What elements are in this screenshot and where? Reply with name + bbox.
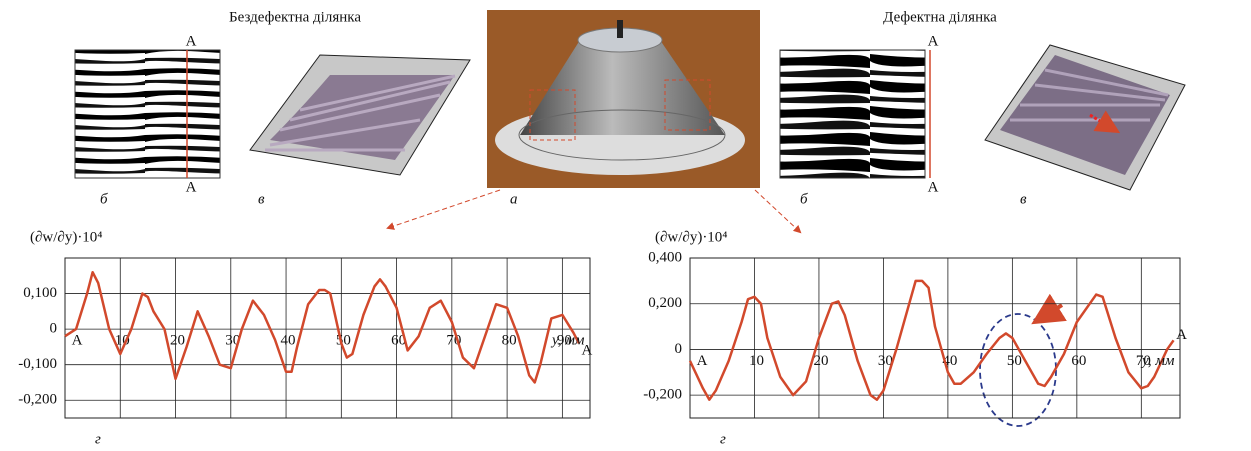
y-tick-label: 0,100 <box>23 285 57 301</box>
left-title: Бездефектна ділянка <box>229 9 361 25</box>
fringe-image <box>75 50 220 178</box>
panel-label: в <box>258 191 265 207</box>
end-label: А <box>582 343 593 359</box>
fringe-image <box>780 50 925 178</box>
defect-arrow <box>1038 305 1062 320</box>
surface-3d <box>250 55 470 175</box>
x-tick-label: 60 <box>1071 353 1086 369</box>
x-tick-label: 40 <box>281 333 296 349</box>
data-line <box>690 281 1174 400</box>
x-tick-label: 80 <box>502 333 517 349</box>
right-title: Дефектна ділянка <box>883 9 997 25</box>
x-tick-label: 20 <box>170 333 185 349</box>
section-mark: А <box>928 33 939 49</box>
end-label: А <box>697 353 708 369</box>
y-tick-label: 0 <box>675 341 683 357</box>
y-tick-label: 0,200 <box>648 295 682 311</box>
pointer-arrow <box>755 190 800 232</box>
y-axis-title: (∂w/∂y)·10⁴ <box>30 229 103 245</box>
y-tick-label: -0,200 <box>18 392 57 408</box>
photo <box>487 10 760 188</box>
x-tick-label: 10 <box>749 353 764 369</box>
y-axis-title: (∂w/∂y)·10⁴ <box>655 229 728 245</box>
panel-label: в <box>1020 191 1027 207</box>
panel-label: б <box>100 191 108 207</box>
x-axis-title: y, мм <box>550 333 585 349</box>
end-label: А <box>1176 327 1187 343</box>
section-mark: А <box>186 33 197 49</box>
panel-label: г <box>720 431 726 447</box>
surface-3d <box>985 45 1185 190</box>
y-tick-label: 0 <box>50 321 58 337</box>
figure: Бездефектна ділянка Дефектна ділянка А А… <box>0 0 1251 451</box>
y-tick-label: -0,200 <box>643 387 682 403</box>
y-tick-label: 0,400 <box>648 249 682 265</box>
panel-label: г <box>95 431 101 447</box>
x-tick-label: 50 <box>1007 353 1022 369</box>
y-tick-label: -0,100 <box>18 356 57 372</box>
panel-label: б <box>800 191 808 207</box>
x-axis-title: y, мм <box>1140 353 1175 369</box>
end-label: А <box>72 333 83 349</box>
section-mark: А <box>186 179 197 195</box>
section-mark: А <box>928 179 939 195</box>
plot-frame <box>690 258 1180 418</box>
panel-label: а <box>510 191 518 207</box>
pointer-arrow <box>388 190 500 228</box>
data-line <box>65 272 579 382</box>
defect-ellipse <box>980 314 1056 426</box>
x-tick-label: 20 <box>813 353 828 369</box>
